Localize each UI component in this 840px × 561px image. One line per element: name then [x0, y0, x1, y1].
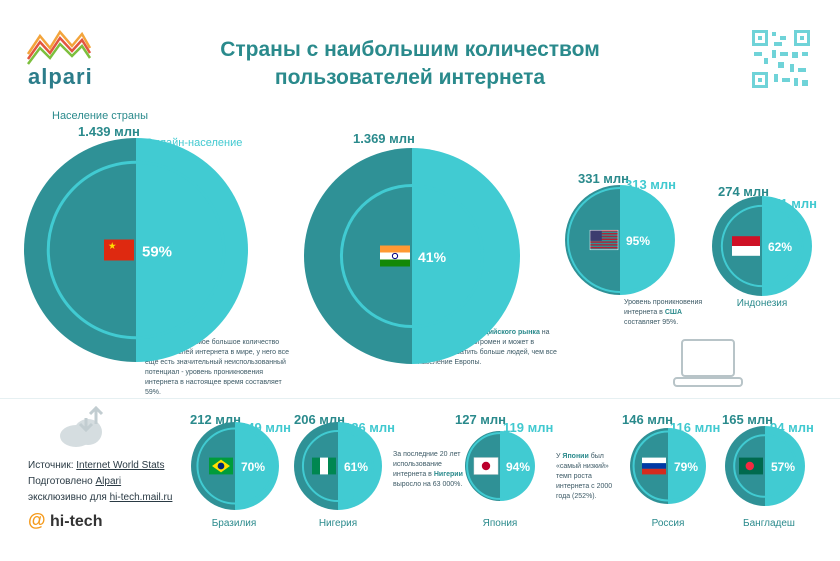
cloud-transfer-icon	[60, 405, 104, 447]
usa-online-half	[620, 185, 675, 295]
potential-line-1: Потенциал	[348, 181, 384, 188]
china-penetration-label: 59%	[142, 244, 172, 261]
qr-code-icon	[750, 28, 812, 90]
indonesia-online: 171 млн	[766, 196, 818, 211]
india-population: 1.369 млн	[353, 131, 415, 146]
nigeria-note: За последние 20 лет использование интерн…	[393, 451, 463, 488]
usa-population-half	[565, 185, 620, 295]
alpari-link[interactable]: Alpari	[95, 476, 122, 487]
source-line: Источник: Internet World Stats	[28, 460, 165, 471]
hitech-logo: @ hi-tech	[28, 510, 102, 531]
russia-population: 146 млн	[622, 412, 674, 427]
indonesia-online-ring	[720, 204, 804, 288]
usa-note: Уровень проникновения интернета в США со…	[624, 299, 703, 326]
japan-online: 119 млн	[503, 420, 554, 435]
laptop-icon	[673, 339, 743, 387]
china-online-half	[136, 138, 248, 362]
russia-online: 116 млн	[670, 420, 721, 435]
at-icon: @	[28, 510, 46, 530]
indonesia-online-half	[762, 196, 812, 296]
nigeria-label: Нигерия	[318, 518, 358, 529]
title-line-2: пользователей интернета	[274, 66, 546, 89]
indonesia-population: 274 млн	[718, 184, 770, 199]
svg-text:★: ★	[108, 241, 116, 252]
page-title: Страны с наибольшим количеством пользова…	[200, 36, 620, 92]
russia-label: Россия	[651, 518, 685, 529]
indonesia-penetration-label: 62%	[768, 240, 792, 254]
india-online: 560 млн	[418, 167, 470, 182]
brand-name: alpari	[28, 64, 93, 89]
title-line-1: Страны с наибольшим количеством	[220, 38, 600, 61]
nigeria-population: 206 млн	[294, 412, 346, 427]
source-block: Источник: Internet World Stats Подготовл…	[28, 458, 172, 506]
bangladesh-population: 165 млн	[722, 412, 774, 427]
china-flag-icon: ★	[104, 239, 134, 261]
prepared-line: Подготовлено Alpari	[28, 476, 122, 487]
usa-population: 331 млн	[578, 171, 630, 186]
china-population-half	[24, 138, 136, 362]
potential-line-2: роста	[348, 190, 367, 197]
legend-potential-label: Потенциал роста	[348, 180, 384, 198]
indonesia-population-half	[712, 196, 762, 296]
hitech-link[interactable]: hi-tech.mail.ru	[109, 492, 173, 503]
usa-online: 313 млн	[625, 177, 677, 192]
china-population: 1.439 млн	[78, 124, 140, 139]
nigeria-online: 126 млн	[344, 420, 396, 435]
china-online-ring	[46, 160, 226, 340]
brazil-label: Бразилия	[211, 518, 257, 529]
indonesia-label: Индонезия	[736, 298, 788, 309]
usa-penetration-label: 95%	[626, 234, 650, 248]
china-note: Хотя в Китае самое большое количество по…	[145, 339, 290, 396]
india-note: Потенциал роста индийского рынка на теку…	[418, 329, 557, 366]
brazil-online: 149 млн	[240, 420, 292, 435]
bangladesh-label: Бангладеш	[743, 518, 795, 529]
japan-note: У Японии был «самый низкий» темп роста и…	[556, 453, 613, 500]
china-online: 854 млн	[145, 151, 197, 166]
potential-pointer-icon	[349, 199, 365, 213]
source-link[interactable]: Internet World Stats	[76, 460, 165, 471]
japan-label: Япония	[482, 518, 518, 529]
india-flag-icon	[380, 245, 410, 267]
brazil-population: 212 млн	[190, 412, 242, 427]
exclusive-line: эксклюзивно для hi-tech.mail.ru	[28, 492, 173, 503]
indonesia-flag-icon	[732, 236, 760, 256]
usa-online-ring	[567, 187, 673, 293]
alpari-logo-icon	[26, 29, 92, 65]
legend-population-label: Население страны	[52, 110, 148, 122]
bangladesh-online: 94 млн	[770, 420, 814, 435]
usa-flag-icon	[589, 229, 619, 251]
legend-online-label: Онлайн-население	[145, 137, 243, 149]
japan-population: 127 млн	[455, 412, 507, 427]
hitech-brand-text: hi-tech	[50, 513, 103, 530]
india-penetration-label: 41%	[418, 249, 447, 265]
